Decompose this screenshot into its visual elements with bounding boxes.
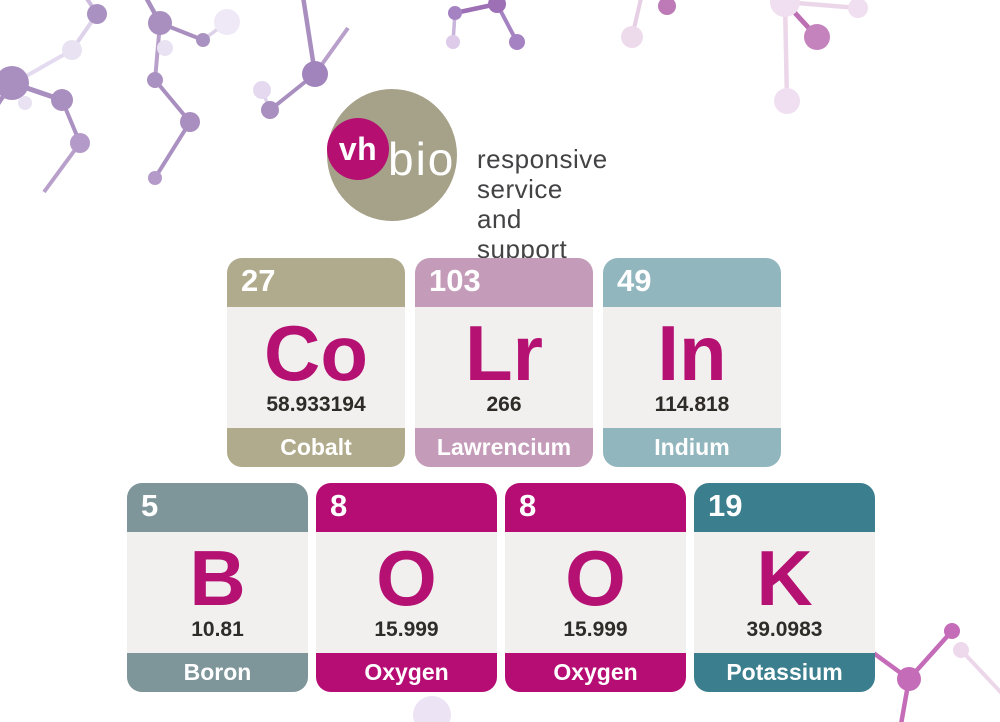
- element-name: Oxygen: [505, 653, 686, 692]
- element-tile-potassium: 19 K 39.0983 Potassium: [694, 483, 875, 692]
- element-tile-oxygen-1: 8 O 15.999 Oxygen: [316, 483, 497, 692]
- element-tile-cobalt: 27 Co 58.933194 Cobalt: [227, 258, 405, 467]
- element-name: Indium: [603, 428, 781, 467]
- element-symbol: Lr: [465, 308, 543, 397]
- atomic-mass: 15.999: [563, 618, 628, 642]
- logo-vh-text: vh: [338, 130, 378, 167]
- atomic-mass: 266: [486, 393, 522, 417]
- molecule-cluster-top-right: [630, 0, 859, 102]
- tile-header: 27: [227, 258, 405, 307]
- element-symbol: B: [189, 533, 246, 622]
- atomic-mass: 58.933194: [266, 393, 366, 417]
- element-name: Oxygen: [316, 653, 497, 692]
- element-tile-lawrencium: 103 Lr 266 Lawrencium: [415, 258, 593, 467]
- element-row-bottom: 5 B 10.81 Boron 8 O 15.999 Oxygen 8 O 15…: [127, 483, 875, 692]
- tile-body: B 10.81: [127, 532, 308, 653]
- atomic-number: 8: [330, 488, 348, 523]
- tile-body: K 39.0983: [694, 532, 875, 653]
- tile-header: 8: [316, 483, 497, 532]
- molecule-cluster-top-middle: [451, 0, 519, 43]
- element-tile-boron: 5 B 10.81 Boron: [127, 483, 308, 692]
- element-row-top: 27 Co 58.933194 Cobalt 103 Lr 266 Lawren…: [227, 258, 781, 467]
- logo-tagline: responsive service and support: [477, 144, 608, 264]
- atomic-number: 5: [141, 488, 159, 523]
- tile-body: Co 58.933194: [227, 307, 405, 428]
- element-symbol: In: [657, 308, 727, 397]
- atomic-number: 49: [617, 263, 652, 298]
- tile-header: 49: [603, 258, 781, 307]
- logo-bio-text: bio: [388, 133, 456, 185]
- element-name: Lawrencium: [415, 428, 593, 467]
- element-symbol: Co: [264, 308, 368, 397]
- atomic-number: 8: [519, 488, 537, 523]
- tile-header: 8: [505, 483, 686, 532]
- tile-body: Lr 266: [415, 307, 593, 428]
- element-name: Boron: [127, 653, 308, 692]
- atomic-mass: 114.818: [654, 393, 730, 417]
- atomic-number: 19: [708, 488, 743, 523]
- element-tile-indium: 49 In 114.818 Indium: [603, 258, 781, 467]
- element-symbol: O: [376, 533, 437, 622]
- atomic-mass: 15.999: [374, 618, 439, 642]
- atomic-number: 103: [429, 263, 481, 298]
- tagline-line-2: and support: [477, 204, 568, 264]
- tagline-line-1: responsive service: [477, 144, 608, 204]
- element-symbol: O: [565, 533, 626, 622]
- tile-body: O 15.999: [316, 532, 497, 653]
- tile-body: In 114.818: [603, 307, 781, 428]
- atomic-mass: 39.0983: [746, 618, 823, 642]
- logo-vh-circle: vh: [327, 118, 389, 180]
- element-tile-oxygen-2: 8 O 15.999 Oxygen: [505, 483, 686, 692]
- element-symbol: K: [756, 533, 813, 622]
- element-name: Cobalt: [227, 428, 405, 467]
- tile-header: 19: [694, 483, 875, 532]
- atomic-mass: 10.81: [191, 618, 244, 642]
- tile-body: O 15.999: [505, 532, 686, 653]
- tile-header: 103: [415, 258, 593, 307]
- atomic-number: 27: [241, 263, 276, 298]
- element-name: Potassium: [694, 653, 875, 692]
- tile-header: 5: [127, 483, 308, 532]
